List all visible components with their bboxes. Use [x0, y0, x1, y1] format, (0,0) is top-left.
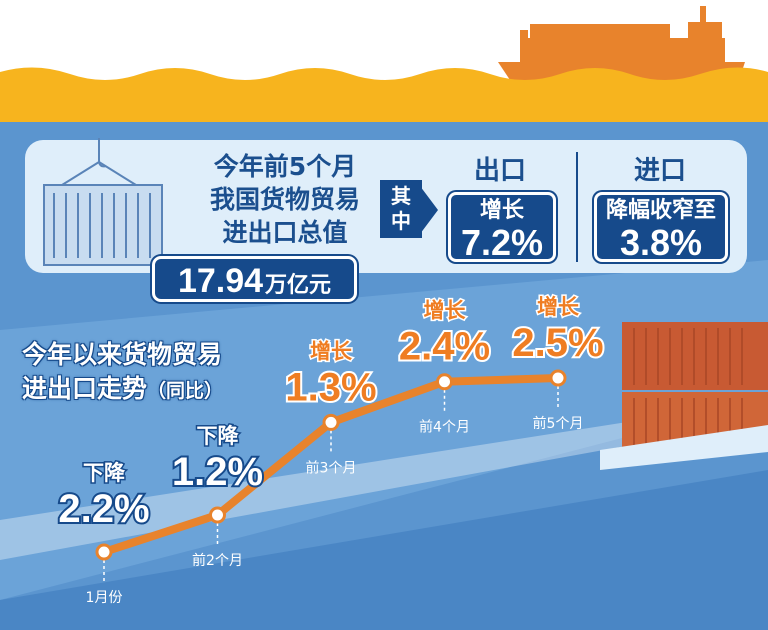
headline-line-1: 今年前5个月 [213, 152, 357, 181]
export-title: 出口 [473, 156, 526, 186]
x-tick-label: 前3个月 [306, 459, 357, 476]
data-label-prefix: 增长 [424, 299, 467, 323]
headline-line-3: 进出口总值 [222, 218, 348, 247]
qizhong-char-1: 其 [391, 184, 411, 208]
data-point [436, 373, 453, 391]
chart-title: 今年以来货物贸易 进出口走势（同比） [22, 338, 223, 408]
import-label: 降幅收窄至 [605, 198, 716, 223]
total-unit: 万亿元 [265, 273, 332, 298]
import-title: 进口 [633, 156, 686, 186]
qizhong-badge: 其 中 [380, 180, 422, 238]
headline-line-2: 我国货物贸易 [209, 185, 360, 214]
import-value: 3.8% [619, 222, 703, 263]
x-tick-label: 前4个月 [419, 419, 470, 436]
data-point [549, 369, 567, 387]
data-label-prefix: 增长 [537, 295, 580, 319]
data-point [322, 413, 340, 431]
chart-title-line-2: 进出口走势（同比） [22, 372, 223, 408]
data-point [209, 506, 226, 524]
x-tick-label: 前2个月 [192, 552, 243, 569]
export-label: 增长 [479, 198, 524, 223]
chart-title-suffix: （同比） [147, 380, 224, 402]
sea-wave [0, 67, 768, 128]
export-value: 7.2% [460, 222, 544, 263]
data-label-prefix: 下降 [83, 461, 126, 485]
divider [576, 152, 578, 262]
import-box: 降幅收窄至 3.8% [594, 192, 728, 262]
container-icon [43, 138, 163, 266]
data-label-value: 2.5% [512, 321, 603, 365]
data-label-prefix: 下降 [197, 424, 240, 448]
total-value-box: 17.94 万亿元 [152, 256, 357, 302]
qizhong-char-2: 中 [391, 209, 411, 233]
export-box: 增长 7.2% [448, 192, 556, 262]
qizhong-arrow-icon [420, 186, 438, 234]
data-label-value: 2.2% [58, 487, 149, 531]
total-value: 17.94 [177, 262, 264, 300]
data-label-prefix: 增长 [310, 339, 353, 363]
x-tick-label: 前5个月 [533, 415, 584, 432]
data-label-value: 1.2% [172, 450, 263, 494]
chart-title-line-2-main: 进出口走势 [22, 374, 148, 403]
data-label-value: 1.3% [285, 365, 376, 409]
stacked-containers [600, 322, 768, 470]
headline: 今年前5个月 我国货物贸易 进出口总值 [190, 150, 380, 249]
x-tick-label: 1月份 [86, 590, 123, 606]
data-label-value: 2.4% [399, 325, 490, 369]
chart-title-line-1: 今年以来货物贸易 [22, 340, 223, 369]
data-point [95, 543, 113, 561]
